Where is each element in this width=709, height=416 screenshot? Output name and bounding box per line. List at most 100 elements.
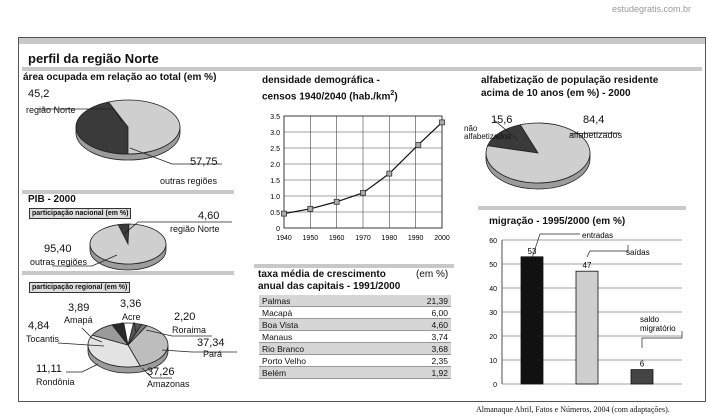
city-cell: Macapá — [259, 306, 384, 319]
area-value-norte: 45,2 — [28, 88, 50, 100]
alfab-pie-svg — [485, 119, 620, 190]
density-point-3 — [360, 189, 366, 196]
source-footer: Almanaque Abril, Fatos e Números, 2004 (… — [476, 405, 670, 414]
city-cell: Manaus — [259, 330, 384, 343]
city-cell: Porto Velho — [259, 354, 384, 367]
mig-ytick-4: 40 — [489, 286, 497, 293]
table-row: Boa Vista 4,60 — [259, 318, 451, 331]
mig-leader-0 — [531, 233, 580, 259]
alfab-title-1: alfabetização de população residente — [481, 75, 659, 86]
density-xtick-3: 1970 — [355, 235, 371, 242]
reg-leader-3 — [145, 329, 212, 337]
reg-value-rondonia: 11,11 — [36, 363, 62, 375]
mig-ytick-1: 10 — [489, 358, 497, 365]
density-ytick-0: 0 — [276, 226, 280, 233]
density-point-0 — [281, 210, 287, 217]
densidade-rule — [254, 264, 454, 268]
area-slice-1 — [107, 99, 181, 155]
area-leader-0 — [38, 108, 123, 123]
nac-slice-1 — [89, 223, 167, 265]
density-point-6 — [439, 119, 445, 126]
reg-slice-1 — [87, 334, 141, 368]
density-point-5 — [415, 141, 422, 148]
rate-cell: 4,60 — [383, 318, 451, 331]
reg-label-roraima: Roraima — [172, 325, 207, 335]
area-value-outras: 57,75 — [190, 156, 218, 168]
crescimento-title-2: anual das capitais - 1991/2000 — [258, 281, 401, 292]
area-slice-0 — [75, 101, 129, 155]
reg-slice-0 — [127, 325, 169, 367]
densidade-line-chart: 0 0.5 1.0 1.5 2.0 2.5 3.0 3.5 1940 1950 1960 1970 19… — [270, 114, 450, 242]
mig-ytick-5: 50 — [489, 262, 497, 269]
area-title: área ocupada em relação ao total (em %) — [23, 72, 217, 83]
pib-nac-label-norte: região Norte — [170, 224, 220, 234]
header-bar — [19, 38, 705, 44]
densidade-title-1: densidade demográfica - — [262, 75, 380, 86]
mig-bar-0 — [520, 256, 544, 385]
alfab-value-sim: 84,4 — [583, 114, 605, 126]
site-watermark: estudegratis.com.br — [612, 4, 692, 14]
reg-slice-6 — [127, 323, 148, 346]
reg-leader-5 — [161, 349, 237, 353]
rate-cell: 6,00 — [383, 306, 451, 319]
reg-value-amapa: 3,89 — [68, 302, 90, 314]
densidade-title-end: ) — [394, 91, 398, 103]
city-cell: Palmas — [259, 295, 384, 307]
table-row: Macapá 6,00 — [259, 306, 451, 319]
alf-slice-0 — [486, 124, 539, 154]
table-row: Porto Velho 2,35 — [259, 354, 451, 367]
reg-value-tocantis: 4,84 — [28, 320, 50, 332]
densidade-title-2-text: censos 1940/2040 (hab./km — [262, 91, 391, 103]
area-leader-1 — [129, 147, 222, 165]
migracao-bar-chart: 0 10 20 30 40 50 60 53 entradas 47 saídas 6 saldomig… — [489, 231, 683, 389]
area-label-norte: região Norte — [26, 105, 76, 115]
pib-title: PIB - 2000 — [28, 194, 76, 205]
density-ytick-3: 1.5 — [270, 178, 280, 185]
rate-cell: 2,35 — [383, 354, 451, 367]
crescimento-title-1: taxa média de crescimento — [258, 269, 386, 280]
mig-ytick-6: 60 — [489, 238, 497, 245]
mig-ytick-2: 20 — [489, 334, 497, 341]
table-row: Belém 1,92 — [259, 366, 451, 379]
density-plot-frame — [283, 115, 443, 229]
density-ytick-1: 0.5 — [270, 210, 280, 217]
reg-label-rondonia: Rondônia — [36, 377, 75, 387]
rate-cell: 1,92 — [383, 366, 451, 379]
city-cell: Boa Vista — [259, 318, 384, 331]
density-ytick-4: 2.0 — [270, 162, 280, 169]
city-cell: Belém — [259, 366, 384, 379]
density-xtick-5: 1990 — [408, 235, 424, 242]
density-point-1 — [307, 205, 314, 212]
alfab-title-2: acima de 10 anos (em %) - 2000 — [481, 88, 631, 99]
city-cell: Rio Branco — [259, 342, 384, 355]
mig-leader-2 — [641, 331, 683, 348]
migracao-title: migração - 1995/2000 (em %) — [489, 216, 626, 227]
density-xtick-4: 1980 — [382, 235, 398, 242]
reg-value-amazonas: 37,26 — [147, 366, 175, 378]
reg-leader-4 — [57, 342, 105, 347]
mig-ytick-0: 0 — [493, 382, 497, 389]
area-rule — [22, 190, 234, 194]
mig-bar-value-0: 53 — [528, 247, 537, 256]
alf-leader-0 — [493, 119, 519, 141]
density-xtick-6: 2000 — [434, 235, 450, 242]
mig-leader-1 — [586, 245, 629, 258]
title-rule — [22, 67, 702, 71]
reg-label-acre: Acre — [122, 312, 141, 322]
pib-nacional-tag: participação nacional (em %) — [29, 208, 132, 219]
table-row: Palmas 21,39 — [259, 295, 451, 307]
pib-rule — [22, 271, 234, 275]
mig-category-label-2-0: saldo — [640, 315, 660, 324]
alf-leader-1 — [569, 132, 620, 135]
pib-nac-value-outras: 95,40 — [44, 243, 72, 255]
mig-bar-2 — [630, 369, 654, 385]
reg-label-tocantis: Tocantis — [26, 334, 60, 344]
mig-bar-value-1: 47 — [583, 261, 592, 270]
crescimento-table: Palmas 21,39 Macapá 6,00 Boa Vista 4,60 Manaus… — [259, 295, 451, 379]
mig-ytick-3: 30 — [489, 310, 497, 317]
reg-leader-7 — [141, 367, 172, 379]
pib-nac-label-outras: outras regiões — [30, 257, 88, 267]
reg-label-amazonas: Amazonas — [147, 379, 190, 389]
alfab-label-nao-2: alfabetizados — [464, 132, 512, 141]
area-label-outras: outras regiões — [160, 176, 218, 186]
